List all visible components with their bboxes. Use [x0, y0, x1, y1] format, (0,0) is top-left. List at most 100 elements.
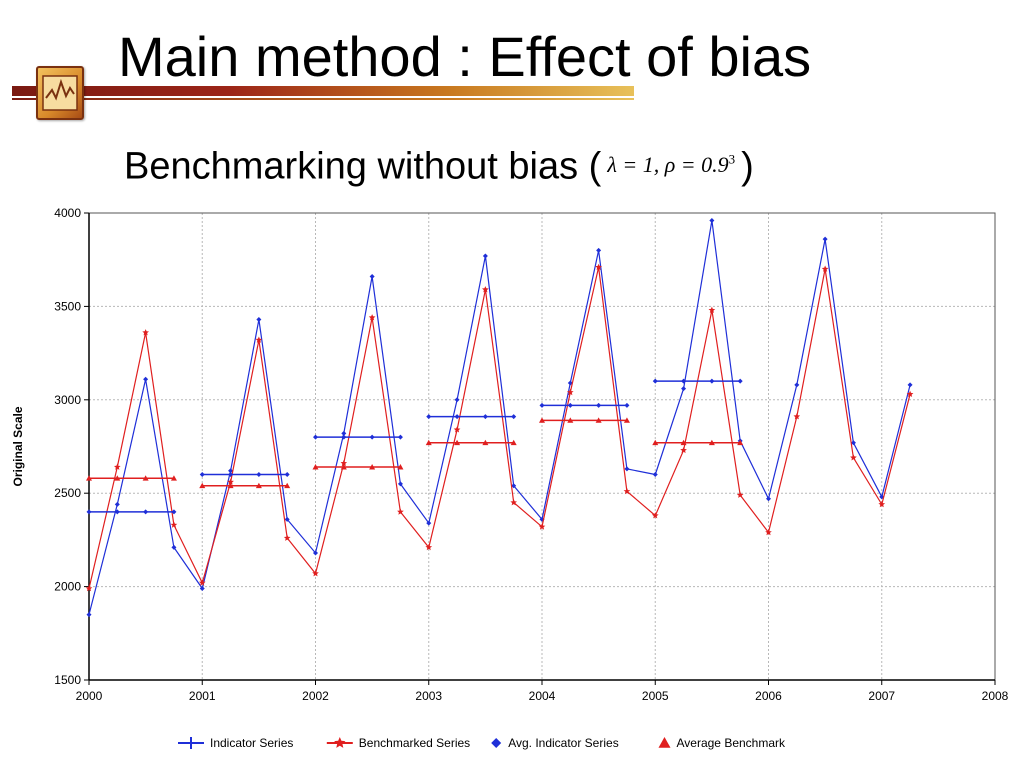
avg-benchmark-point	[708, 439, 715, 446]
benchmarked-series-line	[88, 267, 911, 589]
chart-logo-icon	[36, 66, 84, 120]
indicator-point	[313, 550, 318, 556]
indicator-point	[850, 440, 856, 446]
benchmarked-point	[482, 286, 489, 293]
avg-indicator-point	[313, 434, 318, 440]
avg-indicator-point	[737, 378, 743, 384]
x-tick-label: 2000	[76, 689, 103, 703]
y-tick-label: 4000	[54, 206, 81, 220]
benchmarked-point	[397, 508, 404, 515]
indicator-point	[652, 472, 658, 478]
x-tick-label: 2007	[868, 689, 895, 703]
avg-indicator-point	[397, 434, 403, 440]
avg-indicator-point	[511, 414, 517, 420]
benchmarked-point	[227, 478, 234, 485]
y-tick-label: 2500	[54, 486, 81, 500]
avg-benchmark-point	[539, 417, 545, 423]
indicator-point	[482, 253, 488, 259]
benchmarked-point	[425, 543, 433, 551]
avg-indicator-point	[86, 509, 92, 515]
avg-indicator-point	[681, 378, 687, 384]
benchmarked-point	[850, 454, 857, 461]
indicator-point	[681, 386, 687, 392]
avg-benchmark-point	[199, 482, 206, 489]
indicator-point	[454, 397, 460, 403]
indicator-point	[369, 274, 375, 280]
avg-benchmark-point	[567, 417, 574, 423]
legend-star-icon	[334, 737, 346, 748]
y-tick-label: 3500	[54, 299, 81, 313]
indicator-point	[766, 496, 771, 502]
y-axis-title: Original Scale	[11, 406, 25, 486]
avg-indicator-point	[652, 378, 658, 384]
benchmarked-point	[595, 263, 602, 270]
legend-item: Avg. Indicator Series	[491, 736, 619, 750]
indicator-point	[86, 612, 92, 618]
avg-indicator-point	[709, 378, 715, 384]
y-tick-label: 2000	[54, 580, 81, 594]
avg-indicator-point	[426, 414, 432, 420]
avg-benchmark-point	[170, 475, 177, 481]
benchmarked-point	[453, 426, 461, 433]
legend-item: Average Benchmark	[658, 736, 787, 750]
legend-diamond-icon	[491, 738, 502, 748]
benchmarked-point	[142, 329, 149, 336]
avg-indicator-point	[596, 402, 602, 408]
avg-indicator-point	[482, 414, 488, 420]
avg-benchmark-point	[425, 439, 432, 446]
formula: λ = 1, ρ = 0.93	[607, 152, 735, 177]
avg-benchmark-point	[340, 464, 347, 470]
avg-indicator-point	[567, 402, 573, 408]
indicator-point	[596, 247, 602, 253]
indicator-point	[907, 382, 913, 388]
avg-benchmark-point	[595, 417, 602, 423]
benchmarked-point	[312, 570, 319, 577]
x-tick-label: 2001	[189, 689, 216, 703]
legend-plus-icon	[185, 737, 197, 749]
x-tick-label: 2008	[982, 689, 1009, 703]
indicator-point	[199, 585, 205, 591]
avg-indicator-point	[171, 509, 177, 515]
x-tick-label: 2003	[415, 689, 442, 703]
title-underline	[12, 86, 634, 96]
avg-benchmark-point	[369, 464, 376, 470]
benchmarked-point	[623, 487, 631, 495]
benchmarked-point	[567, 388, 574, 396]
indicator-point	[171, 544, 177, 550]
avg-indicator-point	[199, 472, 205, 478]
legend-label: Indicator Series	[210, 736, 293, 750]
legend-label: Benchmarked Series	[359, 736, 470, 750]
indicator-point	[228, 468, 234, 474]
benchmarked-point	[765, 528, 772, 536]
avg-benchmark-point	[652, 439, 659, 446]
legend-item: Indicator Series	[178, 736, 293, 750]
avg-indicator-point	[454, 414, 460, 420]
indicator-point	[624, 466, 630, 472]
benchmarked-point	[340, 459, 348, 467]
avg-benchmark-point	[284, 482, 291, 489]
indicator-point	[822, 236, 828, 242]
benchmarked-point	[255, 336, 263, 343]
avg-indicator-point	[341, 434, 347, 440]
subtitle-close-paren: )	[741, 145, 754, 188]
avg-benchmark-point	[680, 439, 687, 446]
y-tick-label: 1500	[54, 673, 81, 687]
avg-indicator-point	[143, 509, 149, 515]
benchmarked-point	[510, 499, 517, 506]
avg-benchmark-point	[510, 439, 517, 446]
benchmarked-point	[878, 500, 886, 508]
slide-subtitle: Benchmarking without bias (λ = 1, ρ = 0.…	[124, 134, 754, 192]
benchmarked-point	[198, 579, 206, 586]
legend-label: Avg. Indicator Series	[508, 736, 619, 750]
y-tick-label: 3000	[54, 393, 81, 407]
subtitle-text: Benchmarking without bias (	[124, 145, 602, 188]
indicator-point	[143, 376, 149, 382]
indicator-point	[284, 516, 290, 522]
indicator-point	[794, 382, 800, 388]
avg-benchmark-point	[454, 439, 461, 446]
avg-benchmark-point	[397, 464, 404, 470]
avg-benchmark-point	[114, 475, 121, 481]
legend-label: Average Benchmark	[677, 736, 787, 750]
avg-benchmark-point	[737, 439, 744, 446]
title-underline-thin	[12, 98, 634, 100]
